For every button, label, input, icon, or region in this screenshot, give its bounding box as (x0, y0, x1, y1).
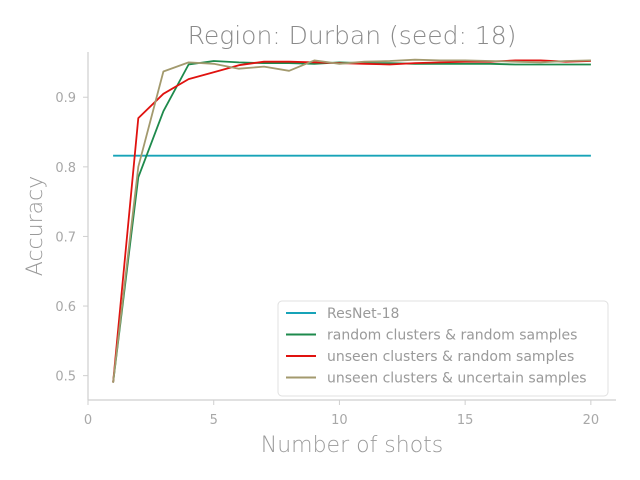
x-tick-label: 10 (331, 413, 348, 428)
x-tick-label: 0 (84, 413, 92, 428)
series-line-3 (112, 58, 591, 383)
y-tick-label: 0.5 (55, 370, 76, 385)
plot-area: 0 5 10 15 20 0.5 0.6 0.7 0.8 0.9 (55, 52, 616, 428)
legend-label-2: unseen clusters & random samples (327, 349, 574, 365)
x-tick-label: 15 (457, 413, 474, 428)
legend-label-1: random clusters & random samples (327, 328, 577, 344)
x-ticks: 0 5 10 15 20 (84, 400, 599, 428)
chart-title: Region: Durban (seed: 18) (188, 21, 517, 50)
legend-label-0: ResNet-18 (327, 306, 399, 322)
legend-frame (277, 300, 609, 397)
y-tick-label: 0.8 (55, 161, 76, 176)
y-axis-label: Accuracy (23, 176, 48, 276)
y-tick-label: 0.7 (55, 230, 76, 245)
x-tick-label: 20 (583, 413, 600, 428)
x-tick-label: 5 (210, 413, 218, 428)
series-lines (112, 58, 591, 383)
x-axis-label: Number of shots (261, 433, 444, 458)
legend: ResNet-18 random clusters & random sample… (277, 300, 609, 397)
legend-label-3: unseen clusters & uncertain samples (327, 371, 587, 387)
y-ticks: 0.5 0.6 0.7 0.8 0.9 (55, 91, 88, 385)
y-tick-label: 0.6 (55, 300, 76, 315)
y-tick-label: 0.9 (55, 91, 76, 106)
